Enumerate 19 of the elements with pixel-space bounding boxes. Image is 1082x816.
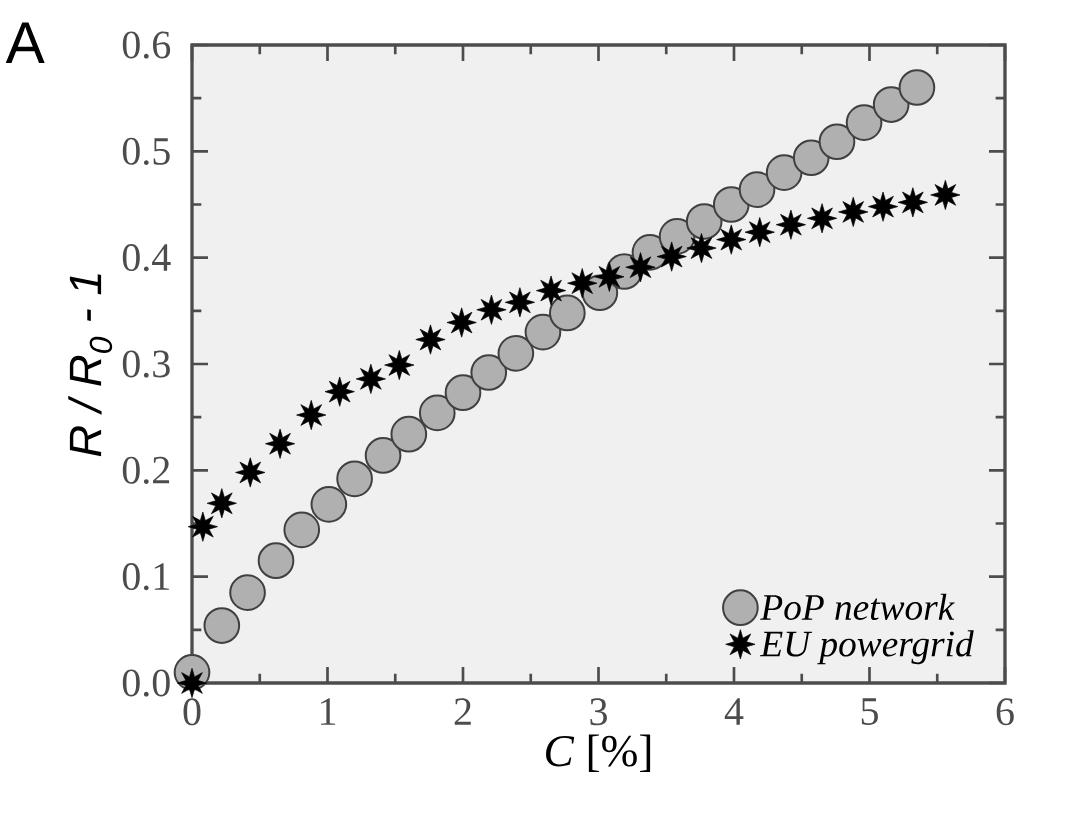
y-tick-label: 0.3	[122, 350, 170, 378]
y-tick-label: 0.1	[122, 563, 169, 591]
legend-label: PoP network	[760, 593, 955, 620]
x-tick-label: 6	[996, 698, 1014, 726]
x-tick-label: 1	[321, 698, 336, 725]
x-axis-title: C [%]	[546, 734, 651, 773]
x-tick-label: 3	[590, 698, 607, 726]
x-tick-label: 5	[861, 698, 878, 725]
y-axis-title: R / R$_{0}$ - 1	[68, 274, 113, 457]
x-tick-label: 4	[724, 698, 744, 725]
chart-title: A	[5, 22, 45, 63]
y-tick-label: 0.2	[122, 456, 170, 484]
y-tick-label: 0.5	[122, 137, 170, 165]
y-tick-label: 0.6	[122, 31, 171, 59]
x-tick-label: 0	[183, 698, 201, 726]
y-tick-label: 0.0	[122, 669, 170, 697]
x-tick-label: 2	[454, 698, 471, 725]
legend-label: EU powergrid	[759, 630, 974, 665]
y-tick-label: 0.4	[122, 244, 171, 272]
